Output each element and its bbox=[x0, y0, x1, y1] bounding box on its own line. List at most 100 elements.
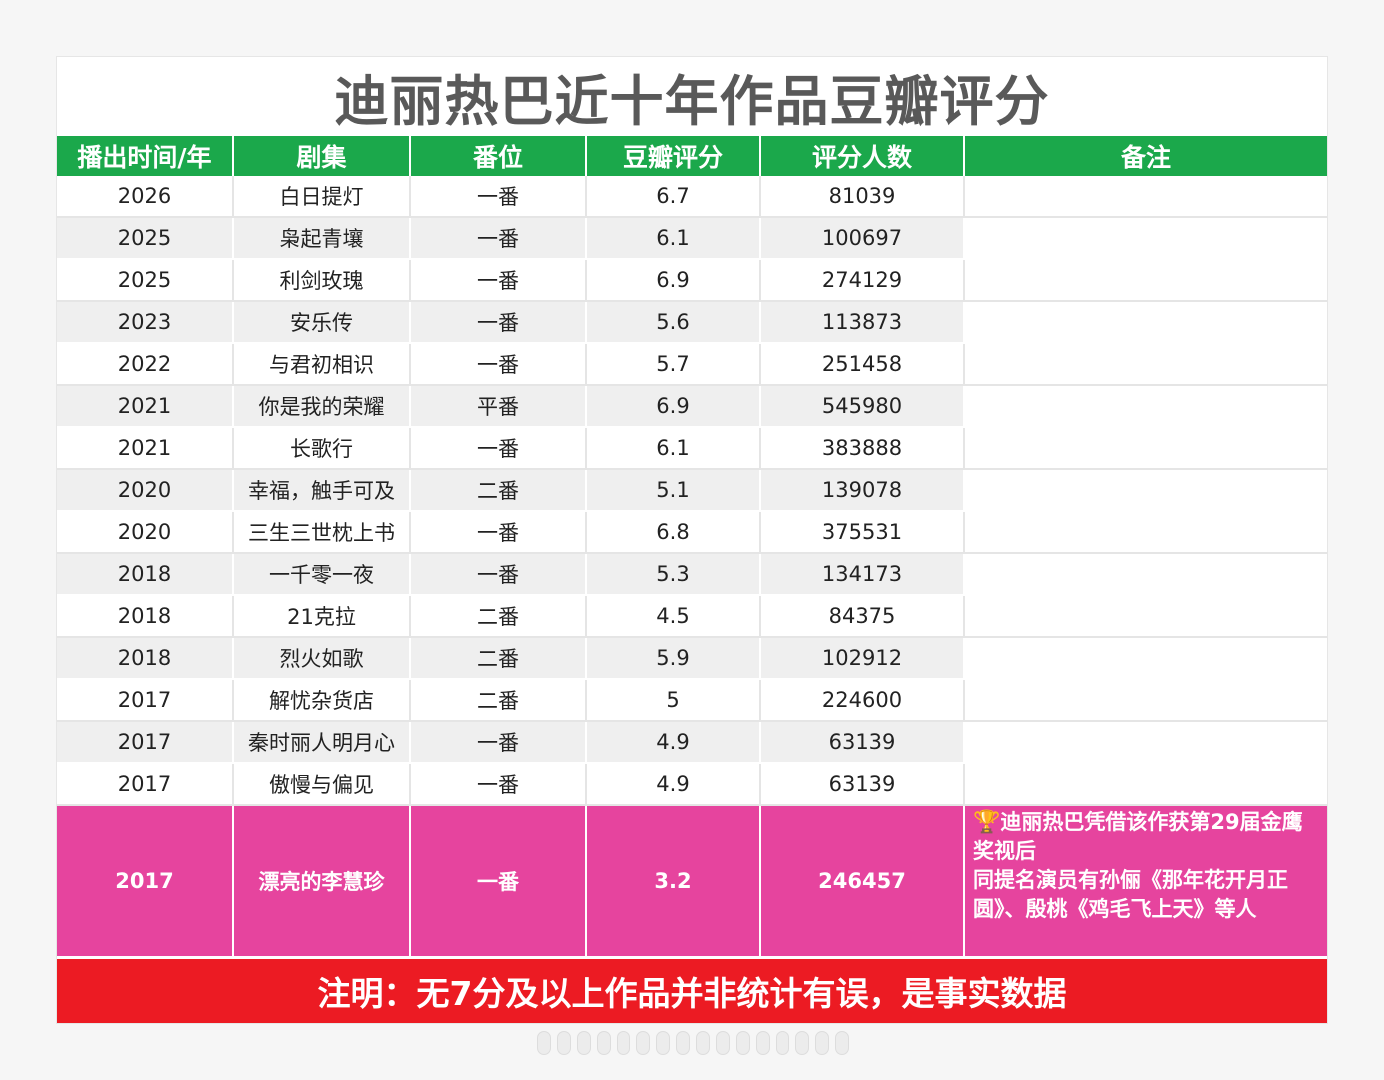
cell-count: 81039 bbox=[760, 176, 965, 218]
cell-note bbox=[963, 301, 1327, 344]
ratings-table: 播出时间/年 剧集 番位 豆瓣评分 评分人数 备注 2026 白日提灯 一番 6.7 8… bbox=[57, 136, 1327, 956]
cell-note bbox=[963, 469, 1327, 512]
cell-year: 2020 bbox=[57, 511, 234, 554]
cell-note bbox=[963, 511, 1327, 554]
cell-count: 63139 bbox=[760, 763, 965, 806]
column-header-year: 播出时间/年 bbox=[57, 136, 234, 176]
cell-year: 2022 bbox=[57, 343, 234, 386]
cell-billing: 一番 bbox=[410, 301, 587, 344]
cell-score: 6.1 bbox=[586, 217, 761, 260]
cell-count: 375531 bbox=[760, 511, 965, 554]
cell-drama: 解忧杂货店 bbox=[233, 679, 411, 722]
cell-drama: 21克拉 bbox=[233, 595, 411, 638]
page-dot bbox=[755, 1031, 770, 1055]
cell-drama: 枭起青壤 bbox=[233, 217, 411, 260]
cell-year: 2018 bbox=[57, 595, 234, 638]
table-row: 2017 解忧杂货店 二番 5 224600 bbox=[57, 679, 1327, 722]
cell-count: 251458 bbox=[760, 343, 965, 386]
page-dot bbox=[556, 1031, 571, 1055]
cell-count: 134173 bbox=[760, 553, 965, 596]
table-row: 2017 秦时丽人明月心 一番 4.9 63139 bbox=[57, 721, 1327, 764]
cell-note bbox=[963, 553, 1327, 596]
cell-billing: 二番 bbox=[410, 595, 587, 638]
cell-year: 2018 bbox=[57, 553, 234, 596]
page-dot bbox=[576, 1031, 591, 1055]
cell-score: 5.6 bbox=[586, 301, 761, 344]
cell-drama: 长歌行 bbox=[233, 427, 411, 470]
table-row: 2018 21克拉 二番 4.5 84375 bbox=[57, 595, 1327, 638]
column-header-count: 评分人数 bbox=[760, 136, 965, 176]
cell-note: 🏆迪丽热巴凭借该作获第29届金鹰奖视后 同提名演员有孙俪《那年花开月正圆》、殷桃… bbox=[964, 805, 1327, 956]
cell-count: 102912 bbox=[760, 637, 965, 680]
cell-year: 2026 bbox=[57, 176, 234, 218]
trophy-icon: 🏆 bbox=[973, 810, 1001, 835]
cell-drama: 与君初相识 bbox=[233, 343, 411, 386]
cell-drama: 秦时丽人明月心 bbox=[233, 721, 411, 764]
cell-note bbox=[963, 595, 1327, 638]
column-header-drama: 剧集 bbox=[233, 136, 411, 176]
cell-count: 63139 bbox=[760, 721, 965, 764]
cell-billing: 一番 bbox=[410, 176, 587, 218]
cell-score: 4.9 bbox=[586, 721, 761, 764]
cell-count: 84375 bbox=[760, 595, 965, 638]
award-note: 迪丽热巴凭借该作获第29届金鹰奖视后 bbox=[973, 810, 1303, 863]
cell-billing: 一番 bbox=[410, 721, 587, 764]
cell-note bbox=[963, 176, 1327, 218]
cell-billing: 一番 bbox=[410, 259, 587, 302]
page-dot bbox=[715, 1031, 730, 1055]
page-dot bbox=[835, 1031, 849, 1055]
cell-count: 274129 bbox=[760, 259, 965, 302]
cell-score: 5.1 bbox=[586, 469, 761, 512]
cell-billing: 一番 bbox=[410, 217, 587, 260]
nominees-note: 同提名演员有孙俪《那年花开月正圆》、殷桃《鸡毛飞上天》等人 bbox=[973, 868, 1288, 921]
page-dot bbox=[596, 1031, 611, 1055]
column-header-score: 豆瓣评分 bbox=[586, 136, 761, 176]
table-row: 2017 傲慢与偏见 一番 4.9 63139 bbox=[57, 763, 1327, 806]
cell-score: 6.9 bbox=[586, 259, 761, 302]
cell-billing: 一番 bbox=[410, 763, 587, 806]
cell-billing: 一番 bbox=[410, 427, 587, 470]
table-header-row: 播出时间/年 剧集 番位 豆瓣评分 评分人数 备注 bbox=[57, 136, 1327, 176]
cell-score: 5 bbox=[586, 679, 761, 722]
cell-score: 4.5 bbox=[586, 595, 761, 638]
cell-count: 139078 bbox=[760, 469, 965, 512]
column-header-billing: 番位 bbox=[410, 136, 587, 176]
cell-drama: 你是我的荣耀 bbox=[233, 385, 411, 428]
cell-billing: 一番 bbox=[410, 343, 587, 386]
cell-drama: 一千零一夜 bbox=[233, 553, 411, 596]
cell-billing: 二番 bbox=[410, 637, 587, 680]
ratings-sheet: 迪丽热巴近十年作品豆瓣评分 播出时间/年 剧集 番位 豆瓣评分 评分人数 备注 … bbox=[57, 57, 1327, 1023]
cell-drama: 漂亮的李慧珍 bbox=[233, 805, 411, 956]
page-dot bbox=[616, 1031, 631, 1055]
table-body: 2026 白日提灯 一番 6.7 81039 2025 枭起青壤 一番 6.1 100697 202… bbox=[57, 176, 1327, 956]
page-dot bbox=[795, 1031, 810, 1055]
page-title: 迪丽热巴近十年作品豆瓣评分 bbox=[334, 70, 1050, 133]
cell-year: 2020 bbox=[57, 469, 234, 512]
cell-score: 6.1 bbox=[586, 427, 761, 470]
table-row: 2021 长歌行 一番 6.1 383888 bbox=[57, 427, 1327, 470]
cell-billing: 一番 bbox=[410, 553, 587, 596]
cell-note bbox=[963, 427, 1327, 470]
page-dot bbox=[636, 1031, 651, 1055]
cell-year: 2023 bbox=[57, 301, 234, 344]
cell-count: 545980 bbox=[760, 385, 965, 428]
table-row: 2025 枭起青壤 一番 6.1 100697 bbox=[57, 217, 1327, 260]
cell-count: 113873 bbox=[760, 301, 965, 344]
cell-year: 2017 bbox=[57, 679, 234, 722]
cell-score: 6.8 bbox=[586, 511, 761, 554]
cell-count: 383888 bbox=[760, 427, 965, 470]
cell-drama: 三生三世枕上书 bbox=[233, 511, 411, 554]
cell-drama: 白日提灯 bbox=[233, 176, 411, 218]
page-dot bbox=[676, 1031, 690, 1055]
page-indicator bbox=[537, 1028, 849, 1058]
cell-score: 5.3 bbox=[586, 553, 761, 596]
cell-note bbox=[963, 343, 1327, 386]
cell-note bbox=[963, 637, 1327, 680]
cell-score: 3.2 bbox=[586, 805, 761, 956]
cell-score: 4.9 bbox=[586, 763, 761, 806]
column-header-note: 备注 bbox=[964, 136, 1327, 176]
table-row: 2018 烈火如歌 二番 5.9 102912 bbox=[57, 637, 1327, 680]
cell-count: 100697 bbox=[760, 217, 965, 260]
table-row: 2018 一千零一夜 一番 5.3 134173 bbox=[57, 553, 1327, 596]
cell-billing: 一番 bbox=[410, 511, 587, 554]
